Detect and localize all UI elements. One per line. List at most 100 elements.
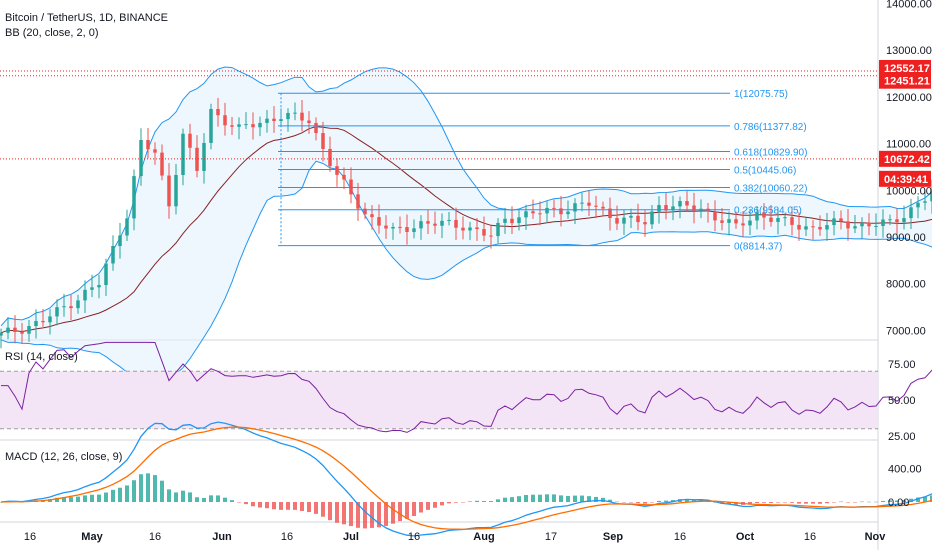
macd-histogram-bar [391,502,395,524]
candle [440,220,444,226]
candle [608,208,612,218]
fib-level-label: 0.382(10060.22) [734,183,807,194]
bb-indicator-label[interactable]: BB (20, close, 2, 0) [5,27,99,39]
macd-histogram-bar [272,502,276,510]
candle [657,205,661,212]
macd-histogram-bar [181,490,185,502]
macd-histogram-bar [335,502,339,523]
candle [489,235,493,237]
candle [594,205,598,207]
price-label-tag [879,72,931,89]
candle [503,218,507,223]
candle [895,219,899,223]
candle [195,147,199,171]
macd-tick-label: 0.00 [888,497,909,509]
macd-label: MACD (12, 26, close, 9) [5,451,122,463]
macd-histogram-bar [153,475,157,502]
macd-histogram-bar [643,502,647,504]
macd-histogram-bar [125,485,129,502]
macd-histogram-bar [412,502,416,517]
candle [874,225,878,227]
candle [762,212,766,218]
time-tick-label: Sep [603,531,623,543]
macd-histogram-bar [139,474,143,502]
macd-histogram-bar [342,502,346,525]
time-tick-label: Nov [865,531,887,543]
macd-histogram-bar [916,497,920,502]
candle [97,285,101,288]
macd-histogram-bar [489,501,493,502]
bb-fill [1,67,932,398]
candle [713,211,717,221]
price-pane[interactable]: 1(12075.75) 0.786(11377.82) 0.618(10829.90… [0,65,932,399]
candle [622,217,626,224]
macd-histogram-bar [895,500,899,502]
macd-histogram-bar [573,495,577,502]
macd-histogram-bar [881,500,885,502]
fib-level-label: 0.786(11377.82) [734,122,807,133]
rsi-pane[interactable]: RSI (14, close) [0,341,932,433]
macd-histogram-bar [580,495,584,502]
candle [825,225,829,230]
macd-histogram-bar [398,502,402,522]
time-axis[interactable]: 16 May 16 Jun 16 Jul 16 Aug 17 Sep 16 Oct 16 Nov [24,531,886,543]
macd-histogram-bar [888,500,892,502]
macd-histogram-bar [762,502,766,503]
macd-histogram-bar [559,495,563,502]
price-tick-label: 14000.00 [886,0,932,10]
macd-histogram-bar [300,502,304,511]
candle [405,227,409,232]
candle [181,133,185,175]
candle [419,221,423,229]
time-tick-label: Oct [736,531,755,543]
candle [636,215,640,223]
candle [188,133,192,148]
macd-histogram-bar [692,500,696,502]
price-label-text: 04:39:41 [884,174,928,186]
macd-histogram-bar [230,500,234,502]
macd-histogram-bar [797,502,801,504]
candle [643,222,647,225]
macd-histogram-bar [503,497,507,502]
candle [0,332,3,336]
macd-histogram-bar [482,501,486,502]
candle [76,300,80,309]
macd-histogram-bar [524,495,528,502]
price-axis[interactable]: 7000.00 8000.00 9000.00 10000.00 11000.00 120… [879,0,932,509]
price-tick-label: 10000.00 [886,185,932,197]
macd-histogram-bar [860,501,864,503]
candle [314,123,318,134]
candle [734,219,738,224]
macd-histogram-bar [454,502,458,503]
candle [363,208,367,215]
time-tick-label: 16 [674,531,686,543]
candle [678,201,682,207]
macd-histogram-bar [839,501,843,503]
candle [104,263,108,286]
candle [559,208,563,215]
macd-histogram-bar [55,497,59,502]
macd-histogram-bar [76,496,80,502]
candle [209,108,213,143]
macd-histogram-bar [496,499,500,502]
candle [755,212,759,221]
macd-histogram-bar [349,502,353,527]
time-tick-label: 16 [149,531,161,543]
candle [370,214,374,218]
symbol-title: Bitcoin / TetherUS, 1D, BINANCE [5,12,169,24]
macd-histogram-bar [167,489,171,502]
candle [90,287,94,290]
candle [426,221,430,224]
macd-histogram-bar [538,494,542,502]
macd-histogram-bar [265,502,269,509]
macd-histogram-bar [216,495,220,502]
macd-pane[interactable]: MACD (12, 26, close, 9) [0,421,932,537]
macd-histogram-bar [286,502,290,510]
candle [818,226,822,230]
macd-histogram-bar [419,502,423,513]
macd-histogram-bar [132,480,136,502]
macd-histogram-bar [447,502,451,504]
candle [34,320,38,327]
macd-histogram-bar [370,502,374,528]
